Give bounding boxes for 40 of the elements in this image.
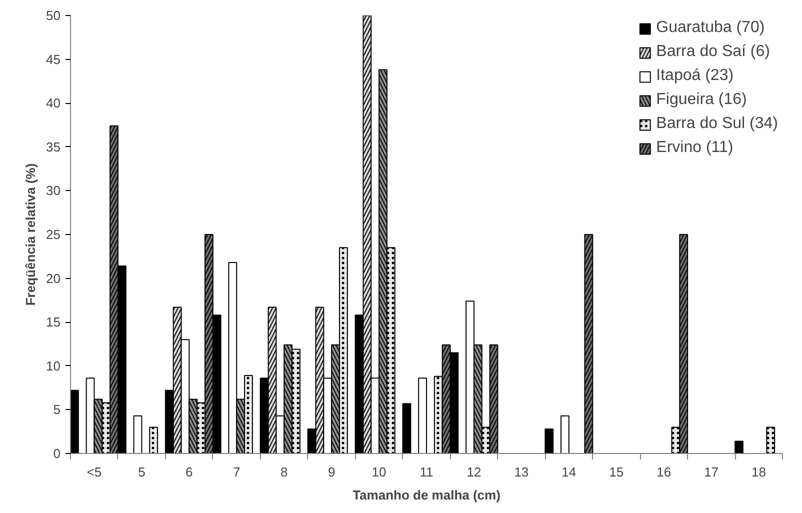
y-tick-label: 35	[46, 139, 61, 154]
x-tick-label: 18	[752, 464, 766, 480]
x-tick-label: 15	[609, 464, 624, 480]
x-tick-label: 12	[466, 464, 482, 480]
y-tick-label: 10	[46, 358, 61, 374]
y-tick-label: 30	[46, 183, 61, 198]
bar	[734, 440, 744, 454]
x-tick-label: 7	[233, 464, 240, 480]
x-axis-title: Tamanho de malha (cm)	[352, 488, 500, 502]
x-tick-label: 9	[328, 464, 336, 480]
x-tick-label: 5	[138, 464, 146, 480]
x-tick-label: 17	[704, 464, 719, 480]
x-tick-label: 10	[372, 464, 386, 480]
legend-label: Barra do Sul (34)	[656, 115, 778, 133]
x-tick-label: 11	[420, 464, 434, 480]
x-tick-label: <5	[86, 464, 102, 480]
legend-label: Barra do Saí (6)	[656, 43, 770, 61]
y-tick-label: 45	[46, 52, 61, 67]
y-tick-label: 50	[46, 8, 61, 23]
bar	[402, 403, 412, 454]
x-tick-label: 14	[562, 464, 576, 480]
bar	[418, 378, 427, 454]
legend-label: Ervino (11)	[656, 139, 734, 157]
y-tick-label: 40	[46, 96, 61, 111]
y-tick-label: 20	[46, 270, 61, 286]
bar	[544, 428, 554, 454]
x-tick-label: 8	[280, 464, 288, 480]
y-tick-label: 5	[53, 402, 61, 418]
y-axis-title: Freqüência relativa (%)	[23, 163, 38, 306]
bar	[560, 415, 570, 454]
x-tick-label: 13	[514, 464, 529, 480]
bar	[133, 415, 142, 454]
y-tick-label: 15	[46, 314, 61, 330]
x-tick-label: 16	[656, 464, 672, 480]
legend-label: Guaratuba (70)	[656, 19, 765, 37]
x-tick-label: 6	[186, 464, 193, 480]
legend-label: Itapoá (23)	[656, 67, 734, 85]
y-tick-label: 0	[53, 446, 61, 461]
legend-label: Figueira (16)	[656, 91, 747, 109]
y-tick-label: 25	[46, 227, 61, 242]
